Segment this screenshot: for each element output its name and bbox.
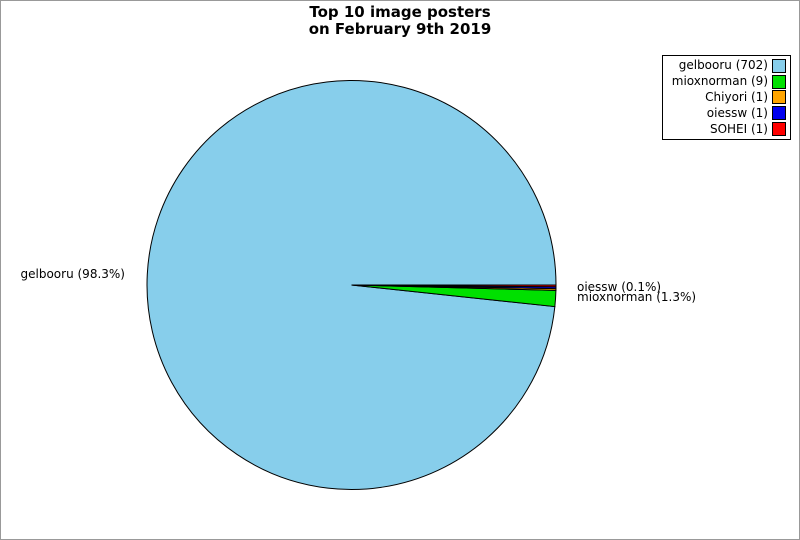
pie-label-mioxnorman: mioxnorman (1.3%) bbox=[577, 290, 697, 304]
chart-title: Top 10 image posters on February 9th 201… bbox=[1, 4, 799, 38]
legend: gelbooru (702) mioxnorman (9) Chiyori (1) o… bbox=[662, 55, 791, 140]
pie-slice-SOHEI bbox=[351, 284, 557, 288]
pie-label-oiessw: oiessw (0.1%) bbox=[577, 280, 662, 294]
legend-item-SOHEI: SOHEI (1) bbox=[667, 122, 786, 137]
legend-item-label: oiessw (1) bbox=[706, 105, 768, 120]
legend-item-oiessw: oiessw (1) bbox=[667, 106, 786, 121]
legend-item-label: SOHEI (1) bbox=[709, 121, 768, 136]
legend-swatch-mioxnorman bbox=[772, 74, 786, 89]
legend-item-mioxnorman: mioxnorman (9) bbox=[667, 74, 786, 89]
pie-label-gelbooru: gelbooru (98.3%) bbox=[20, 267, 125, 281]
chart-title-line1: Top 10 image posters bbox=[309, 3, 491, 21]
legend-item-Chiyori: Chiyori (1) bbox=[667, 90, 786, 105]
legend-swatch-gelbooru bbox=[772, 58, 786, 73]
legend-item-label: Chiyori (1) bbox=[705, 89, 768, 104]
legend-swatch-SOHEI bbox=[772, 122, 786, 137]
legend-item-gelbooru: gelbooru (702) bbox=[667, 58, 786, 73]
legend-item-label: gelbooru (702) bbox=[678, 58, 768, 73]
legend-item-label: mioxnorman (9) bbox=[671, 74, 768, 89]
legend-swatch-oiessw bbox=[772, 106, 786, 121]
chart-title-line2: on February 9th 2019 bbox=[308, 20, 492, 38]
legend-swatch-Chiyori bbox=[772, 90, 786, 105]
